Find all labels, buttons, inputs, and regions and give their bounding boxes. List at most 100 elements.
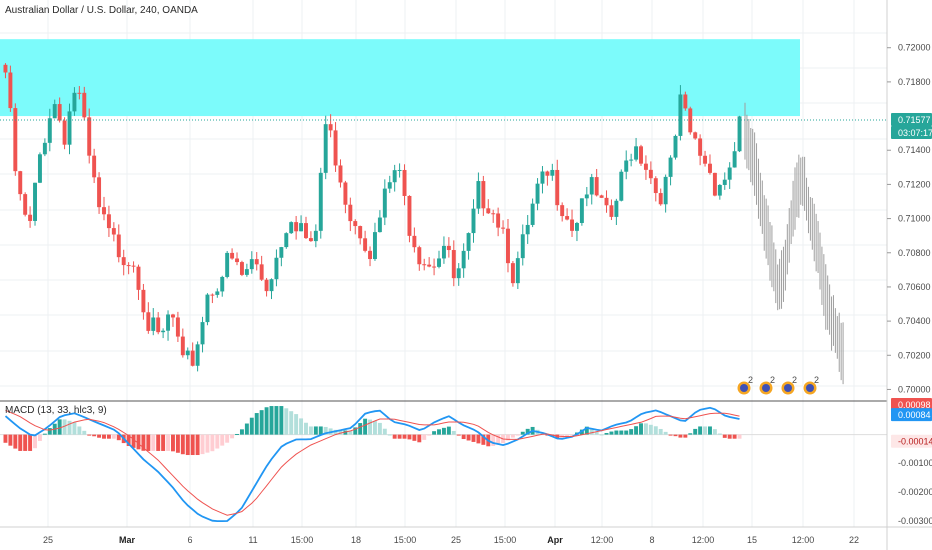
candle-body <box>299 223 304 232</box>
macd-hist-bar <box>377 422 382 435</box>
macd-hist-bar <box>195 434 200 456</box>
event-count-label: 2 <box>792 375 797 385</box>
candle-body <box>397 169 402 171</box>
candle-body <box>560 205 565 217</box>
macd-hist-bar <box>397 434 402 439</box>
macd-hist-bar <box>604 432 609 435</box>
macd-hist-bar <box>412 434 417 441</box>
candle-body <box>653 178 658 194</box>
macd-hist-bar <box>466 434 471 441</box>
event-count-label: 2 <box>814 375 819 385</box>
candle-body <box>417 247 422 265</box>
candle-body <box>609 205 614 217</box>
candle-body <box>377 217 382 233</box>
macd-hist-bar <box>175 434 180 453</box>
candle-body <box>230 252 235 259</box>
candle-body <box>254 259 259 265</box>
macd-hist-bar <box>722 434 727 438</box>
time-axis-label: 12:00 <box>792 535 815 545</box>
macd-hist-bar <box>491 434 496 446</box>
candle-body <box>525 224 530 235</box>
candle-body <box>476 181 481 209</box>
macd-hist-bar <box>338 430 343 435</box>
candle-body <box>244 269 249 275</box>
candle-body <box>565 216 570 220</box>
candle-body <box>264 279 269 292</box>
candle-body <box>732 151 737 168</box>
macd-hist-bar <box>589 429 594 435</box>
macd-hist-bar <box>333 429 338 435</box>
candle-body <box>663 176 668 205</box>
macd-hist-bar <box>634 426 639 435</box>
macd-hist-bar <box>658 428 663 435</box>
time-axis-label: 15:00 <box>291 535 314 545</box>
candle-body <box>594 177 599 196</box>
candle-body <box>33 182 37 221</box>
candle-body <box>496 213 501 228</box>
candle-body <box>111 228 116 235</box>
candle-body <box>348 204 353 222</box>
macd-hist-bar <box>446 426 451 435</box>
macd-hist-bar <box>422 434 427 440</box>
macd-hist-bar <box>8 434 13 446</box>
macd-hist-bar <box>102 434 106 439</box>
macd-hist-bar <box>639 423 643 435</box>
macd-hist-bar <box>727 434 732 439</box>
macd-hist-bar <box>481 434 486 445</box>
macd-tick-label: -0.00200 <box>898 487 932 497</box>
candle-body <box>624 160 629 172</box>
time-axis-label: 25 <box>451 535 461 545</box>
macd-hist-bar <box>37 434 42 441</box>
price-axis[interactable]: 0.72000 0.71800 0.71400 0.71200 0.71000 0.708… <box>887 43 931 395</box>
macd-hist-bar <box>382 428 387 435</box>
macd-hist-bar <box>313 426 318 435</box>
time-axis-label: 12:00 <box>692 535 715 545</box>
candle-body <box>18 171 23 195</box>
macd-hist-bar <box>437 429 441 435</box>
candle-body <box>708 163 712 173</box>
macd-hist-bar <box>136 434 141 450</box>
candle-body <box>486 208 491 214</box>
macd-hist-bar <box>215 434 220 449</box>
candle-body <box>693 132 698 139</box>
macd-hist-bar <box>373 421 377 435</box>
candle-body <box>136 266 141 290</box>
candle-body <box>279 247 284 258</box>
macd-hist-bar <box>506 434 510 441</box>
candle-body <box>166 314 171 331</box>
macd-tick-label: -0.00100 <box>898 458 932 468</box>
candle-body <box>294 222 299 232</box>
candle-body <box>520 234 525 259</box>
macd-hist-bar <box>289 411 294 435</box>
hist-value-badge-bg <box>891 434 932 448</box>
candle-body <box>535 183 540 204</box>
candle-body <box>432 266 437 268</box>
candle-body <box>289 222 294 234</box>
candle-body <box>353 221 358 227</box>
macd-hist-bar <box>358 423 363 435</box>
candle-body <box>717 184 722 196</box>
flag-icon-inner <box>784 384 792 392</box>
macd-title: MACD (13, 33, hlc3, 9) <box>5 405 107 416</box>
candle-body <box>106 214 111 229</box>
candle-body <box>161 330 166 333</box>
macd-hist-bar <box>151 434 156 451</box>
candle-body <box>52 104 57 119</box>
candle-body <box>195 344 200 366</box>
macd-hist-bar <box>407 434 412 440</box>
candle-body <box>284 233 289 248</box>
candle-body <box>643 163 648 170</box>
candle-body <box>190 350 195 366</box>
candle-body <box>358 226 363 239</box>
time-axis[interactable]: 25 Mar 6 11 15:00 18 15:00 25 15:00 Apr 12:00 8 12:0… <box>43 535 859 545</box>
macd-hist-bar <box>609 431 614 435</box>
candle-body <box>599 195 604 198</box>
candle-body <box>126 265 131 267</box>
flag-icon-inner <box>762 384 770 392</box>
candle-body <box>116 234 121 258</box>
candle-body <box>72 92 77 112</box>
macd-hist-bar <box>82 430 87 435</box>
candle-body <box>530 203 535 225</box>
macd-hist-bar <box>525 428 530 435</box>
